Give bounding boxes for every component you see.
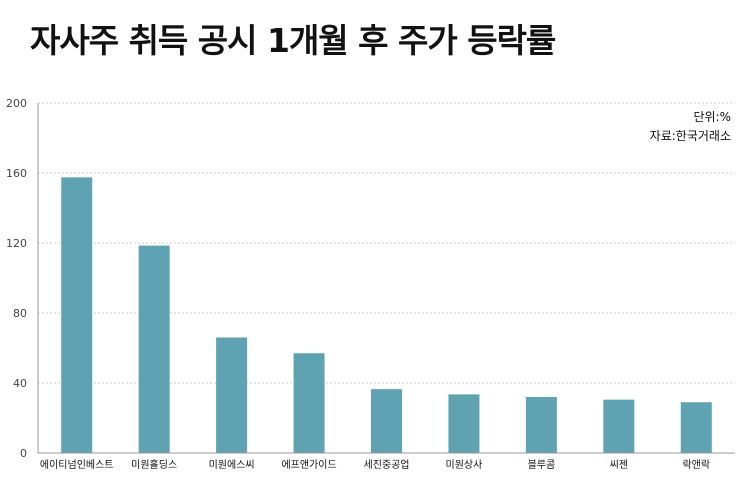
x-tick-label: 락앤락 (682, 459, 710, 471)
tick-labels: 0 40 80 120 160 200 에이티넘인베스트 미원홀딩스 미원에스씨 에프앤가이드 세진… (6, 97, 710, 471)
axes (37, 103, 735, 454)
x-tick-label: 미원에스씨 (209, 459, 255, 471)
x-tick-label: 에이티넘인베스트 (40, 459, 114, 471)
y-tick-label: 0 (20, 447, 27, 460)
y-tick-label: 40 (13, 377, 27, 390)
x-tick-label: 미원홀딩스 (131, 458, 177, 471)
x-tick-label: 블루콤 (528, 459, 556, 471)
bar (680, 402, 712, 453)
y-tick-label: 120 (6, 237, 27, 250)
y-tick-label: 160 (6, 167, 27, 180)
bar (293, 353, 325, 453)
bar (371, 389, 402, 453)
x-tick-label: 에프앤가이드 (281, 459, 336, 471)
y-tick-label: 200 (6, 97, 27, 110)
bar (216, 337, 248, 453)
source-note: 자료:한국거래소 (649, 129, 731, 143)
x-tick-label: 미원상사 (446, 459, 483, 471)
unit-note: 단위:% (693, 110, 731, 124)
bar (138, 245, 170, 453)
bar (61, 177, 93, 453)
y-tick-label: 80 (13, 307, 27, 320)
chart-title: 자사주 취득 공시 1개월 후 주가 등락률 (30, 21, 556, 60)
x-tick-label: 씨젠 (610, 459, 628, 471)
bar (525, 397, 557, 453)
x-tick-label: 세진중공업 (364, 458, 410, 471)
bars (61, 177, 712, 453)
bar (448, 394, 480, 453)
bar (603, 399, 635, 453)
